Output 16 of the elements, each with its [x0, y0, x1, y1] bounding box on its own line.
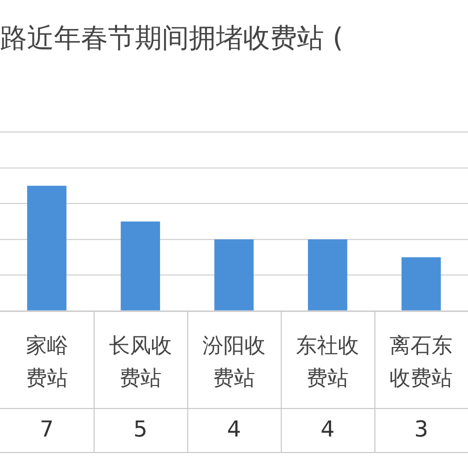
data-label: 5 — [133, 418, 148, 443]
x-tick-label: 汾阳收费站 — [202, 334, 266, 390]
bar — [402, 257, 441, 310]
x-tick-label: 长风收费站 — [108, 334, 172, 390]
chart-title: 路近年春节期间拥堵收费站 ( — [0, 23, 344, 54]
bar — [308, 239, 348, 310]
bar — [120, 222, 160, 310]
x-tick-label: 家峪费站 — [26, 334, 68, 390]
data-label: 3 — [414, 418, 428, 443]
x-tick-label: 东社收费站 — [296, 334, 360, 390]
data-label: 4 — [320, 418, 335, 443]
data-label: 4 — [227, 418, 241, 443]
bar — [214, 239, 254, 310]
bar — [27, 186, 66, 310]
x-tick-label: 离石东收费站 — [390, 334, 453, 390]
data-label: 7 — [40, 418, 54, 443]
